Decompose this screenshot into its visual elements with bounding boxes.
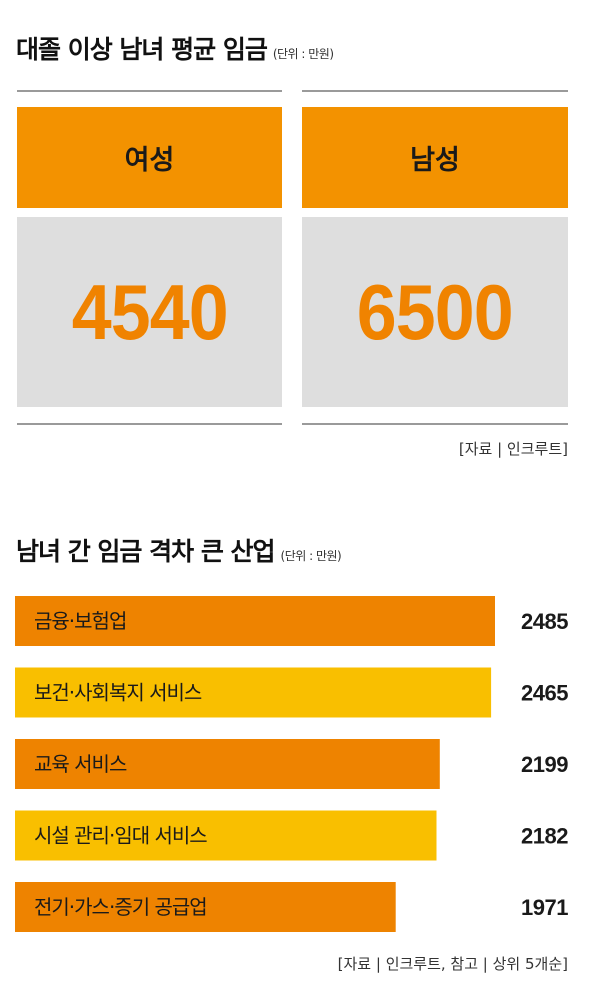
card-value-female: 4540 [71, 267, 229, 356]
unit-label: (단위 : 만원) [280, 549, 342, 563]
card-value-male: 6500 [357, 267, 514, 356]
card-label-male: 남성 [302, 107, 568, 208]
chart-title-average-wage: 대졸 이상 남녀 평균 임금 (단위 : 만원) [16, 30, 334, 66]
bar [15, 596, 495, 646]
unit-label: (단위 : 만원) [272, 47, 334, 61]
divider-top-left [17, 90, 282, 92]
bar-value-label: 2182 [521, 824, 568, 849]
card-label-female: 여성 [17, 107, 282, 208]
bar-category-label: 전기·가스·증기 공급업 [34, 895, 207, 919]
bar-category-label: 교육 서비스 [34, 752, 127, 776]
bar [15, 739, 440, 789]
chart-title-text: 대졸 이상 남녀 평균 임금 [16, 35, 268, 64]
source-note: [자료 | 인크루트] [458, 440, 568, 458]
bar-value-label: 2485 [521, 609, 568, 634]
bar [15, 810, 437, 861]
bar-category-label: 시설 관리·임대 서비스 [34, 824, 207, 848]
chart-title-wage-gap: 남녀 간 임금 격차 큰 산업 (단위 : 만원) [16, 532, 342, 568]
bar-value-label: 2199 [521, 752, 568, 777]
bar [15, 667, 492, 718]
source-note: [자료 | 인크루트, 참고 | 상위 5개순] [337, 955, 568, 973]
wage-gap-bar-chart: 금융·보험업 2485 보건·사회복지 서비스 2465 교육 서비스 2199 시설 관리… [15, 596, 569, 932]
divider-top-right [302, 90, 568, 92]
chart-title-text: 남녀 간 임금 격차 큰 산업 [16, 537, 276, 566]
bar-value-label: 2465 [521, 681, 568, 706]
divider-bottom-right [302, 423, 568, 425]
bar-category-label: 보건·사회복지 서비스 [34, 681, 202, 705]
bar-category-label: 금융·보험업 [34, 609, 126, 633]
divider-bottom-left [17, 423, 282, 425]
bar-value-label: 1971 [521, 895, 568, 920]
card-panel-male: 6500 [302, 217, 568, 407]
card-panel-female: 4540 [17, 217, 282, 407]
bar [15, 882, 396, 932]
